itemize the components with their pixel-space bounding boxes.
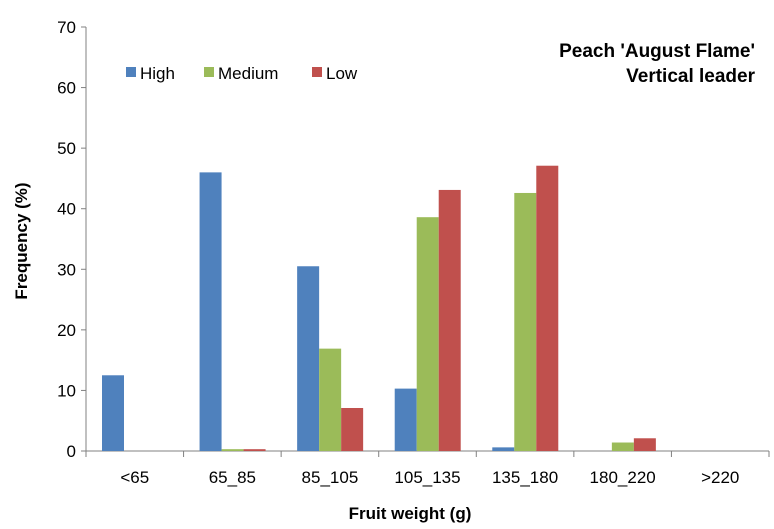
y-tick-label: 50 bbox=[57, 139, 76, 158]
bar-high-0 bbox=[102, 375, 124, 451]
legend-label-high: High bbox=[140, 64, 175, 83]
bar-high-4 bbox=[492, 447, 515, 451]
x-ticks: <65 65_85 85_105 105_135 135_180 180_220 >220 bbox=[85, 451, 770, 487]
y-tick-label: 40 bbox=[57, 200, 76, 219]
y-axis: 0 10 20 30 40 50 60 70 bbox=[57, 18, 87, 461]
chart-title: Peach 'August Flame' Vertical leader bbox=[559, 41, 756, 87]
x-tick-label: 180_220 bbox=[590, 468, 656, 487]
chart-title-line-1: Peach 'August Flame' bbox=[559, 41, 755, 62]
legend-swatch-low bbox=[312, 67, 322, 77]
x-tick-label: 135_180 bbox=[492, 468, 558, 487]
x-tick-label: 65_85 bbox=[209, 468, 256, 487]
y-axis-title: Frequency (%) bbox=[12, 182, 31, 299]
bar-high-3 bbox=[394, 388, 417, 451]
bars bbox=[102, 165, 656, 452]
legend-label-low: Low bbox=[326, 64, 358, 83]
y-tick-label: 60 bbox=[57, 79, 76, 98]
y-tick-label: 0 bbox=[67, 442, 76, 461]
y-tick-label: 30 bbox=[57, 260, 76, 279]
bar-low-2 bbox=[341, 407, 364, 451]
x-tick-label: <65 bbox=[120, 468, 149, 487]
legend-swatch-medium bbox=[204, 67, 214, 77]
bar-low-1 bbox=[243, 449, 266, 451]
bar-high-1 bbox=[199, 172, 222, 451]
y-tick-label: 70 bbox=[57, 18, 76, 37]
x-axis-title: Fruit weight (g) bbox=[349, 504, 472, 523]
x-axis: <65 65_85 85_105 105_135 135_180 180_220 >220 bbox=[85, 450, 770, 487]
legend-swatch-high bbox=[126, 67, 136, 77]
bar-low-3 bbox=[438, 189, 461, 452]
x-tick-label: >220 bbox=[701, 468, 739, 487]
bar-medium-2 bbox=[319, 348, 342, 451]
bar-medium-3 bbox=[416, 217, 439, 451]
bar-medium-5 bbox=[611, 442, 634, 451]
bar-high-2 bbox=[297, 266, 320, 451]
y-tick-label: 20 bbox=[57, 321, 76, 340]
bar-medium-4 bbox=[514, 192, 537, 452]
chart-title-line-2: Vertical leader bbox=[626, 66, 755, 87]
legend: High Medium Low bbox=[126, 64, 358, 83]
bar-low-5 bbox=[633, 438, 656, 451]
bar-low-4 bbox=[536, 165, 559, 452]
y-tick-label: 10 bbox=[57, 381, 76, 400]
y-ticks: 0 10 20 30 40 50 60 70 bbox=[57, 18, 86, 461]
bar-medium-1 bbox=[221, 449, 244, 451]
x-tick-label: 105_135 bbox=[394, 468, 460, 487]
x-tick-label: 85_105 bbox=[302, 468, 359, 487]
legend-label-medium: Medium bbox=[218, 64, 278, 83]
